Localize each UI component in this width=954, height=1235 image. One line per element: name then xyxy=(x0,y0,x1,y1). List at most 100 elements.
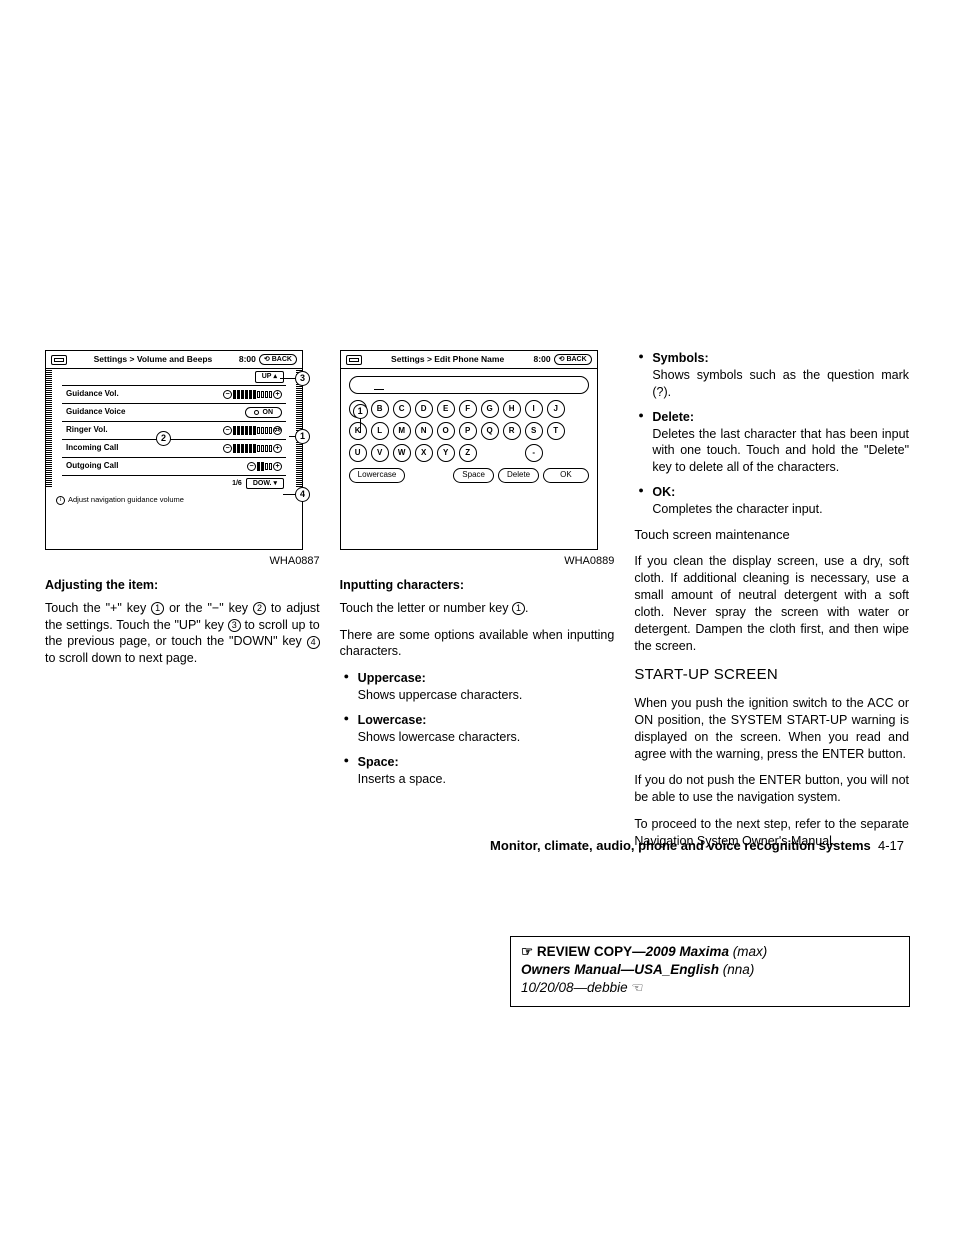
key-m[interactable]: M xyxy=(393,422,411,440)
heading-startup: START-UP SCREEN xyxy=(634,665,909,685)
key-k[interactable]: K xyxy=(349,422,367,440)
clock: 8:00 xyxy=(534,354,551,365)
row-guidance-voice[interactable]: Guidance Voice ON xyxy=(62,404,286,422)
key-dash[interactable]: - xyxy=(525,444,543,462)
key-u[interactable]: U xyxy=(349,444,367,462)
callout-4: 4 xyxy=(295,487,310,502)
key-o[interactable]: O xyxy=(437,422,455,440)
screenshot-edit-phone-name: Settings > Edit Phone Name 8:00 ⟲BACK AB… xyxy=(340,350,598,550)
footer-page: 4-17 xyxy=(878,838,904,853)
back-button[interactable]: ⟲BACK xyxy=(259,354,297,365)
minus-icon[interactable]: − xyxy=(223,390,232,399)
row-guidance-vol[interactable]: Guidance Vol. − + xyxy=(62,385,286,404)
key-i[interactable]: I xyxy=(525,400,543,418)
column-2: Settings > Edit Phone Name 8:00 ⟲BACK AB… xyxy=(340,350,615,860)
text-input-display[interactable] xyxy=(349,376,589,394)
body-text: Touch the "+" key 1 or the "−" key 2 to … xyxy=(45,600,320,668)
label: Guidance Voice xyxy=(66,407,125,418)
bullet-desc: Inserts a space. xyxy=(358,772,446,786)
footer-section: Monitor, climate, audio, phone and voice… xyxy=(490,838,871,853)
review-stamp: ☞ REVIEW COPY—2009 Maxima (max) Owners M… xyxy=(510,936,910,1007)
on-toggle[interactable]: ON xyxy=(245,407,283,418)
key-e[interactable]: E xyxy=(437,400,455,418)
key-l[interactable]: L xyxy=(371,422,389,440)
body-text: When you push the ignition switch to the… xyxy=(634,695,909,763)
callout-2: 2 xyxy=(156,431,171,446)
keyboard-row: KLMNOPQRST xyxy=(347,422,591,440)
info-icon: i xyxy=(56,496,65,505)
bullet-desc: Shows uppercase characters. xyxy=(358,688,523,702)
volume-bar[interactable]: − + xyxy=(223,390,282,399)
breadcrumb: Settings > Volume and Beeps xyxy=(94,354,213,365)
callout-1: 1 xyxy=(353,404,368,419)
page-indicator: 1/6 xyxy=(232,479,242,488)
label: Incoming Call xyxy=(66,443,118,454)
key-c[interactable]: C xyxy=(393,400,411,418)
key-z[interactable]: Z xyxy=(459,444,477,462)
back-button[interactable]: ⟲BACK xyxy=(554,354,592,365)
figure-code: WHA0889 xyxy=(340,554,615,569)
key-x[interactable]: X xyxy=(415,444,433,462)
bullet-desc: Deletes the last character that has been… xyxy=(652,427,909,475)
label: Ringer Vol. xyxy=(66,425,108,436)
delete-button[interactable]: Delete xyxy=(498,468,539,483)
ok-button[interactable]: OK xyxy=(543,468,589,483)
key-r[interactable]: R xyxy=(503,422,521,440)
key-v[interactable]: V xyxy=(371,444,389,462)
clock: 8:00 xyxy=(239,354,256,365)
body-text: If you do not push the ENTER button, you… xyxy=(634,772,909,806)
screenshot-volume-beeps: Settings > Volume and Beeps 8:00 ⟲BACK U… xyxy=(45,350,303,550)
key-b[interactable]: B xyxy=(371,400,389,418)
key-j[interactable]: J xyxy=(547,400,565,418)
key-t[interactable]: T xyxy=(547,422,565,440)
pointer-icon: ☞ xyxy=(521,943,533,961)
row-incoming[interactable]: Incoming Call −+ xyxy=(62,440,286,458)
column-1: Settings > Volume and Beeps 8:00 ⟲BACK U… xyxy=(45,350,320,860)
down-button[interactable]: DOW.▾ xyxy=(246,478,284,489)
subheading-maintenance: Touch screen maintenance xyxy=(634,526,909,544)
page-content: Settings > Volume and Beeps 8:00 ⟲BACK U… xyxy=(45,350,909,860)
menu-icon xyxy=(51,355,67,365)
row-outgoing[interactable]: Outgoing Call −+ xyxy=(62,458,286,476)
bullet-title: Symbols: xyxy=(652,350,909,367)
key-y[interactable]: Y xyxy=(437,444,455,462)
pointer-icon: ☜ xyxy=(631,979,643,997)
callout-3: 3 xyxy=(295,371,310,386)
label: Guidance Vol. xyxy=(66,389,119,400)
bullet-desc: Shows lowercase characters. xyxy=(358,730,521,744)
key-g[interactable]: G xyxy=(481,400,499,418)
bullet-list: Symbols:Shows symbols such as the questi… xyxy=(634,350,909,518)
heading-inputting: Inputting characters: xyxy=(340,577,615,594)
bullet-title: Space: xyxy=(358,754,615,771)
bullet-title: Lowercase: xyxy=(358,712,615,729)
bullet-desc: Completes the character input. xyxy=(652,502,822,516)
breadcrumb: Settings > Edit Phone Name xyxy=(391,354,504,365)
key-p[interactable]: P xyxy=(459,422,477,440)
body-text: Touch the letter or number key 1. xyxy=(340,600,615,617)
space-button[interactable]: Space xyxy=(453,468,494,483)
column-3: Symbols:Shows symbols such as the questi… xyxy=(634,350,909,860)
scrollbar-left[interactable] xyxy=(46,369,52,487)
key-h[interactable]: H xyxy=(503,400,521,418)
row-ringer-vol[interactable]: Ringer Vol. −🕫 xyxy=(62,422,286,440)
menu-icon xyxy=(346,355,362,365)
bullet-title: OK: xyxy=(652,484,909,501)
figure-code: WHA0887 xyxy=(45,554,320,569)
label: Outgoing Call xyxy=(66,461,118,472)
key-d[interactable]: D xyxy=(415,400,433,418)
body-text: If you clean the display screen, use a d… xyxy=(634,553,909,654)
bullet-desc: Shows symbols such as the question mark … xyxy=(652,368,909,399)
key-f[interactable]: F xyxy=(459,400,477,418)
bullet-title: Delete: xyxy=(652,409,909,426)
key-s[interactable]: S xyxy=(525,422,543,440)
lowercase-button[interactable]: Lowercase xyxy=(349,468,406,483)
key-n[interactable]: N xyxy=(415,422,433,440)
bullet-title: Uppercase: xyxy=(358,670,615,687)
hint-text: Adjust navigation guidance volume xyxy=(68,495,184,505)
keyboard-row: ABCDEFGHIJ xyxy=(347,400,591,418)
key-q[interactable]: Q xyxy=(481,422,499,440)
plus-icon[interactable]: + xyxy=(273,390,282,399)
key-w[interactable]: W xyxy=(393,444,411,462)
bullet-list: Uppercase:Shows uppercase characters. Lo… xyxy=(340,670,615,787)
keyboard-row: UVWXYZ - xyxy=(347,444,591,462)
